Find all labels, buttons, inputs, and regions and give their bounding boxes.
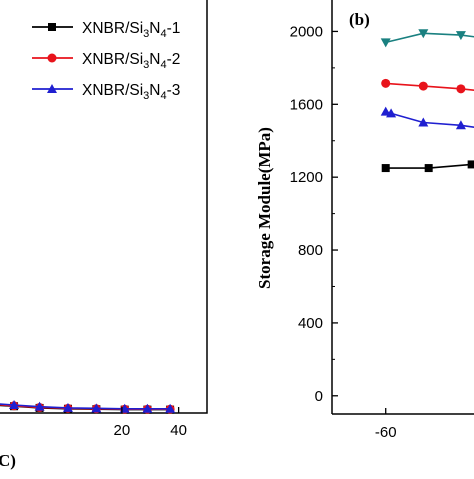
data-point-triangle — [34, 401, 45, 411]
legend-marker-square — [48, 23, 56, 31]
panel-a-x-ticks: 20 40 — [114, 407, 187, 439]
data-point-triangle — [9, 399, 20, 409]
svg-text:XNBR/Si3N4-2: XNBR/Si3N4-2 — [82, 51, 180, 71]
panel-b-y-axis-title: Storage Module(MPa) — [255, 127, 274, 289]
y-tick-label: 2000 — [290, 23, 323, 40]
data-point-triangle — [142, 403, 153, 413]
series-triangle-down — [380, 29, 474, 48]
data-point-triangle-down — [455, 31, 466, 41]
data-point-triangle — [62, 402, 73, 412]
legend-label: XNBR/Si — [82, 20, 143, 37]
panel-b: 0 400 800 1200 1600 2000 -60-40 (b) Storage M… — [255, 0, 474, 441]
data-point-triangle — [455, 120, 466, 130]
panel-b-series — [380, 29, 474, 173]
data-point-triangle-down — [418, 29, 429, 39]
data-point-square — [381, 164, 390, 173]
legend-label: XNBR/Si — [82, 82, 143, 99]
y-tick-label: 1600 — [290, 96, 323, 113]
y-tick-label: 0 — [315, 388, 323, 405]
x-tick-label: -60 — [375, 424, 397, 441]
data-point-triangle-down — [380, 38, 391, 48]
series-line — [0, 403, 171, 410]
legend-entry-3: XNBR/Si3N4-3 — [32, 82, 180, 102]
x-tick-label: 20 — [114, 422, 131, 439]
data-point-triangle — [165, 403, 176, 413]
panel-a-legend: XNBR/Si3N4-1 XNBR/Si3N4-2 XNBR/Si3N4-3 — [32, 20, 180, 102]
panel-b-y-ticks: 0 400 800 1200 1600 2000 — [290, 23, 338, 405]
legend-marker-triangle — [47, 84, 57, 93]
data-point-triangle — [386, 108, 397, 118]
series-triangle — [0, 399, 176, 413]
series-line — [385, 32, 474, 44]
data-point-square — [424, 164, 433, 173]
data-point-circle — [418, 81, 428, 91]
panel-b-label: (b) — [349, 10, 370, 29]
data-point-square — [467, 160, 474, 169]
y-tick-label: 400 — [298, 315, 323, 332]
series-triangle — [380, 106, 474, 130]
series-line — [385, 163, 474, 169]
legend-entry-1: XNBR/Si3N4-1 — [32, 20, 180, 40]
data-point-circle — [456, 84, 466, 94]
svg-text:XNBR/Si3N4-3: XNBR/Si3N4-3 — [82, 82, 180, 102]
data-point-triangle — [418, 117, 429, 127]
panel-a-series — [0, 399, 176, 414]
x-tick-label: 40 — [170, 422, 187, 439]
series-square — [381, 160, 474, 173]
y-tick-label: 800 — [298, 242, 323, 259]
y-tick-label: 1200 — [290, 169, 323, 186]
legend-entry-2: XNBR/Si3N4-2 — [32, 51, 180, 71]
data-point-circle — [381, 78, 391, 88]
svg-text:XNBR/Si3N4-1: XNBR/Si3N4-1 — [82, 20, 180, 40]
panel-b-x-ticks: -60-40 — [375, 408, 397, 441]
legend-label: XNBR/Si — [82, 51, 143, 68]
series-line — [385, 82, 474, 92]
data-point-triangle — [380, 106, 391, 116]
legend-marker-circle — [47, 53, 57, 63]
series-circle — [381, 78, 474, 94]
panel-a: 20 40 C) XNBR/Si3N4-1 XNBR/Si3N4-2 XNBR/S… — [0, 0, 208, 470]
data-point-triangle — [91, 403, 102, 413]
panel-a-x-axis-fragment: C) — [0, 451, 16, 470]
